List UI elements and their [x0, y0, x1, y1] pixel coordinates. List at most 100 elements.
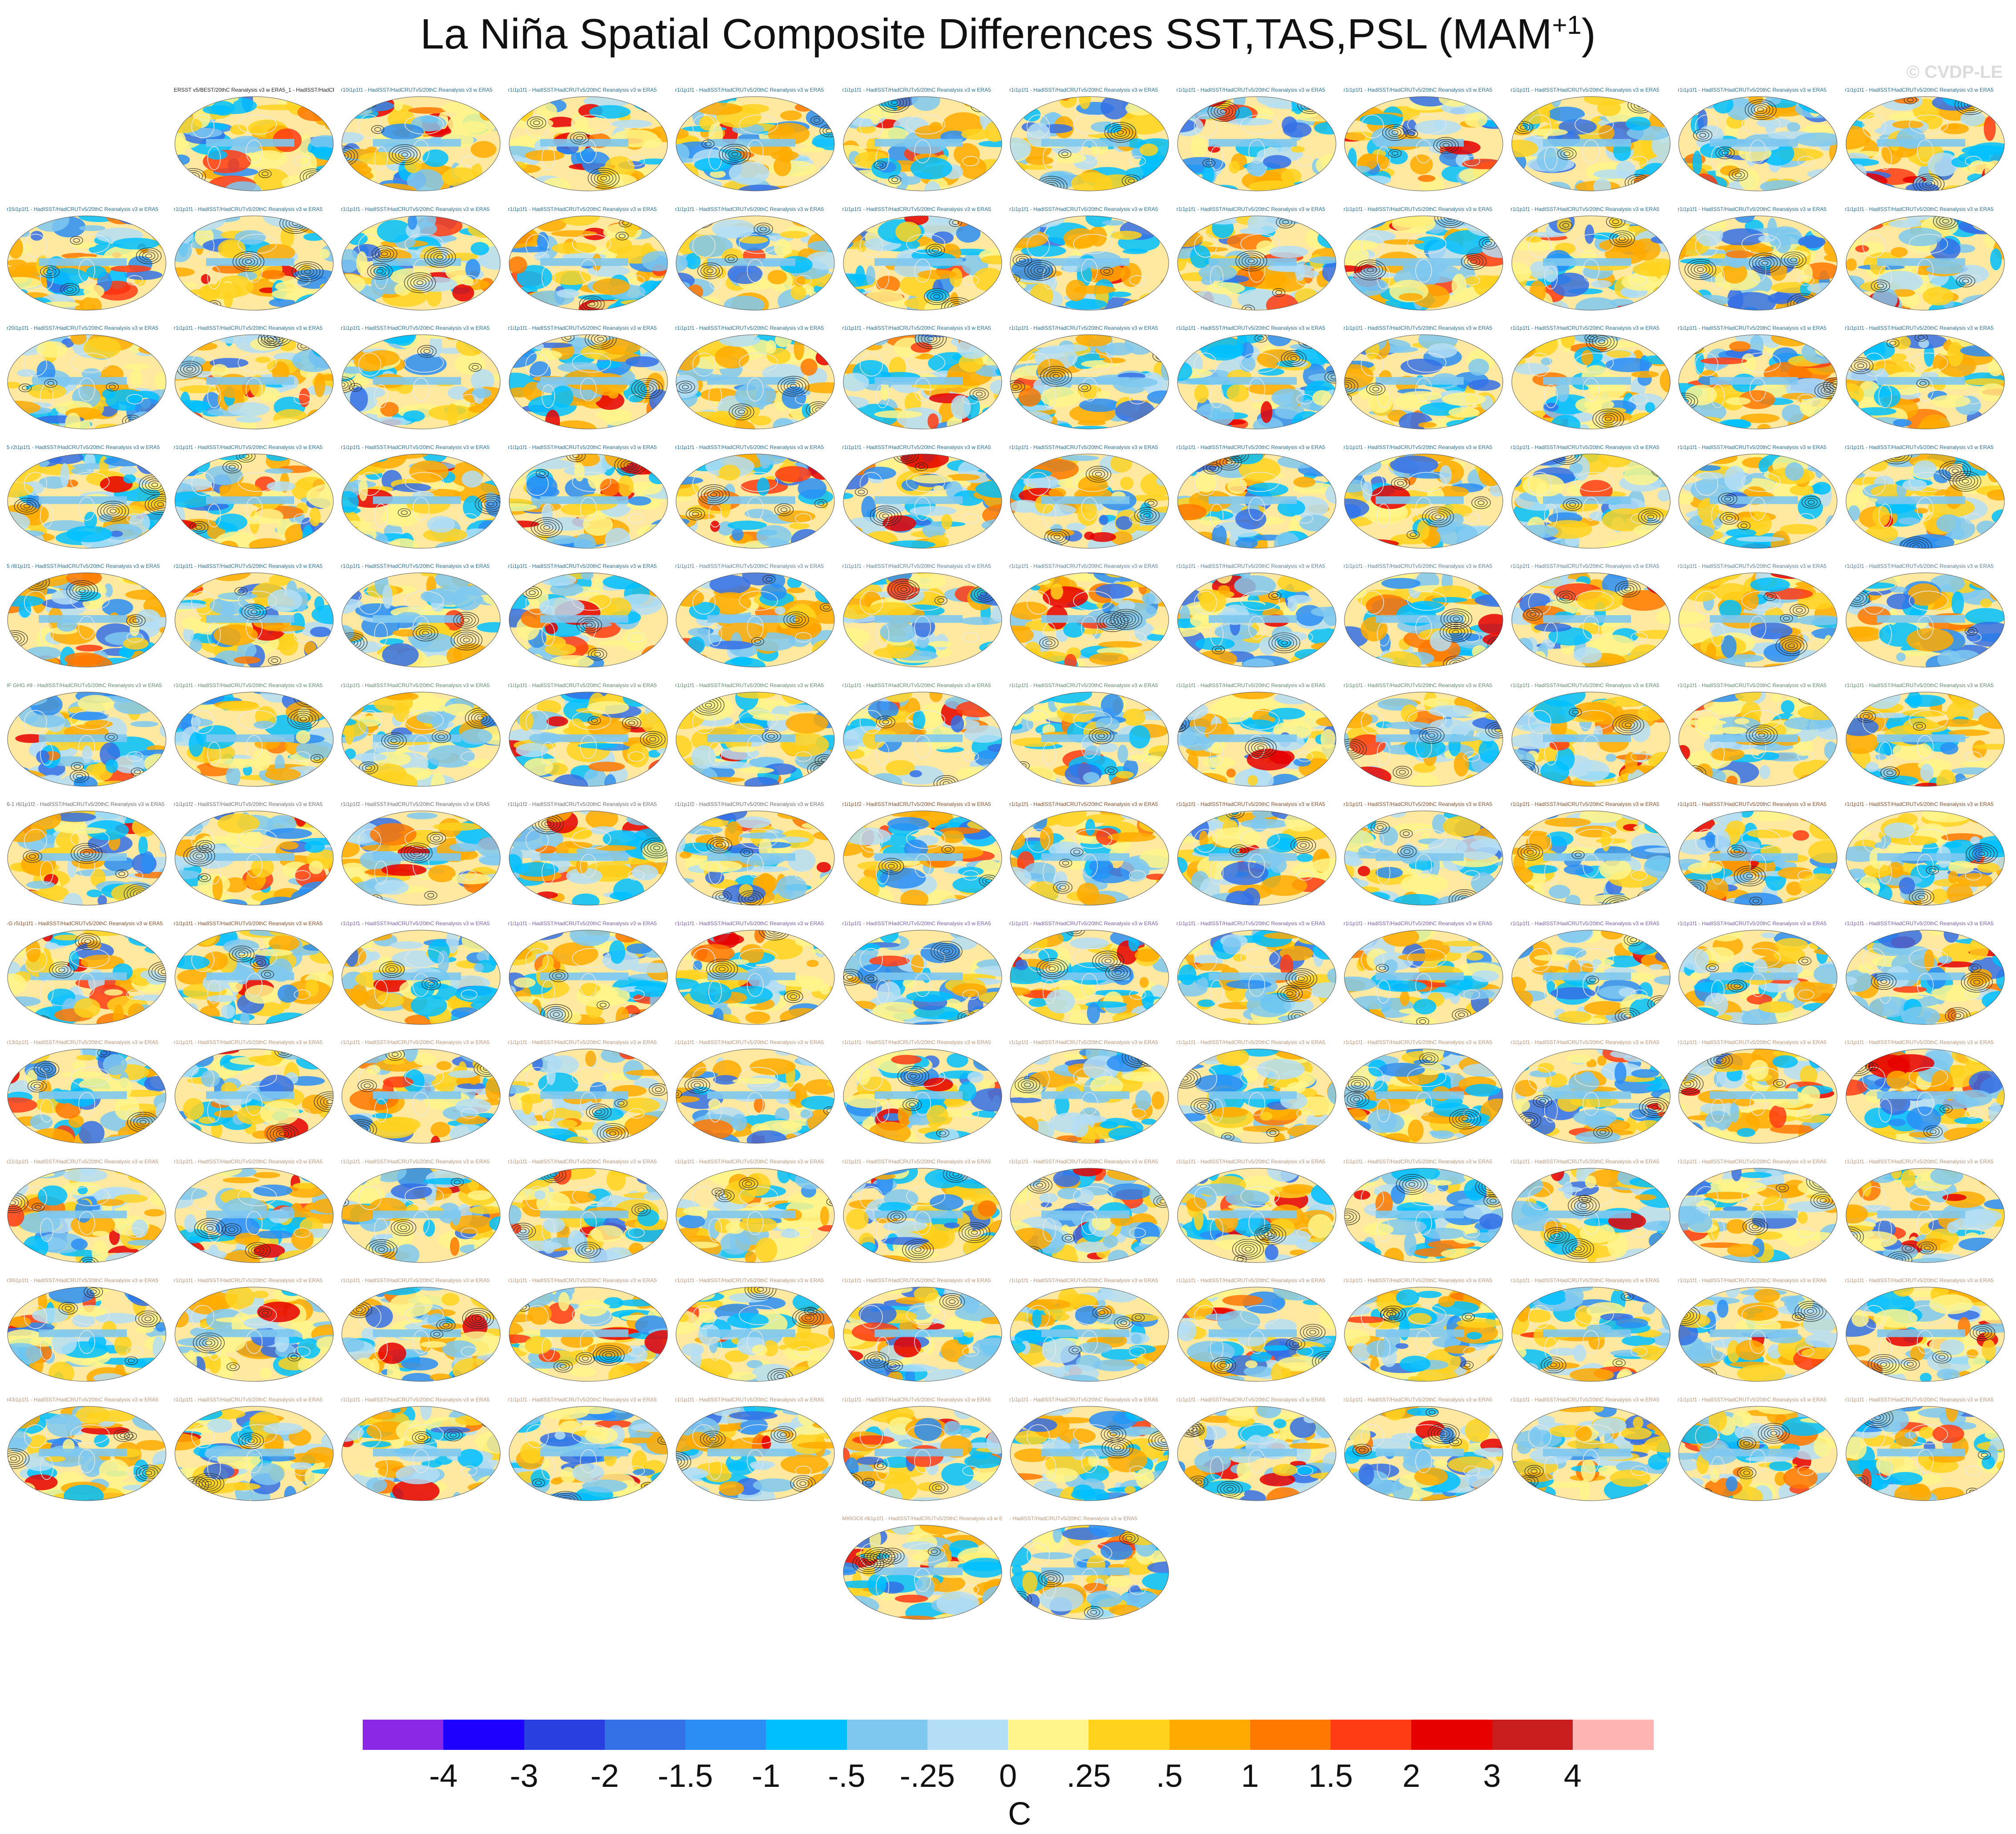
colorbar-box [1411, 1720, 1492, 1750]
robinson-map [1846, 1049, 2004, 1144]
panel-label: r1i1p1f1 - HadISST/HadCRUTv5/20thC Reana… [842, 1277, 991, 1283]
robinson-map [1678, 215, 1838, 310]
robinson-map [174, 96, 333, 191]
robinson-map [7, 453, 166, 548]
panel-label: r1i1p1f1 - HadISST/HadCRUTv5/20thC Reana… [842, 325, 991, 331]
robinson-map [843, 1287, 1002, 1382]
panel-label: r1i1p1f1 - HadISST/HadCRUTv5/20thC Reana… [1009, 1277, 1158, 1283]
panel-label: r1i1p1f1 - HadISST/HadCRUTv5/20thC Reana… [174, 1396, 323, 1403]
map-panel: r1i1p1f1 - HadISST/HadCRUTv5/20thC Reana… [1177, 443, 1337, 549]
map-panel: r1i1p1f1 - HadISST/HadCRUTv5/20thC Reana… [1344, 1276, 1504, 1382]
robinson-map [1511, 1168, 1670, 1263]
robinson-map [843, 215, 1002, 310]
robinson-map [1846, 692, 2004, 786]
panel-label: r1i1p1f1 - HadISST/HadCRUTv5/20thC Reana… [1678, 920, 1827, 927]
panel-label: r1i1p1f1 - HadISST/HadCRUTv5/20thC Reana… [1344, 920, 1493, 927]
panel-label: r1i1p1f1 - HadISST/HadCRUTv5/20thC Reana… [1510, 801, 1660, 807]
robinson-map [676, 96, 835, 191]
panel-label: r1i1p1f1 - HadISST/HadCRUTv5/20thC Reana… [842, 444, 991, 450]
map-panel: r10i1p1f1 - HadISST/HadCRUTv5/20thC Rean… [341, 86, 501, 192]
robinson-map [843, 453, 1002, 548]
robinson-map [843, 692, 1002, 786]
map-panel: r1i1p1f1 - HadISST/HadCRUTv5/20thC Reana… [1678, 1158, 1838, 1263]
map-panel: r1i1p1f2 - HadISST/HadCRUTv5/20thC Reana… [508, 800, 668, 906]
panel-label: r1i1p1f1 - HadISST/HadCRUTv5/20thC Reana… [1845, 563, 1994, 569]
panel-label: r1i1p1f1 - HadISST/HadCRUTv5/20thC Reana… [1678, 1396, 1827, 1403]
panel-label: r1i1p1f1 - HadISST/HadCRUTv5/20thC Reana… [842, 563, 991, 569]
robinson-map [341, 334, 501, 429]
robinson-map [174, 692, 333, 786]
robinson-map [341, 810, 501, 906]
robinson-map [1678, 334, 1838, 429]
robinson-map [509, 215, 668, 310]
panel-label: r1i1p1f1 - HadISST/HadCRUTv5/20thC Reana… [1176, 563, 1325, 569]
colorbar-tick-label: -.5 [828, 1758, 866, 1794]
map-panel: r1i1p1f1 - HadISST/HadCRUTv5/20thC Reana… [1678, 205, 1838, 311]
map-panel: r1i1p1f1 - HadISST/HadCRUTv5/20thC Reana… [508, 205, 668, 311]
robinson-map [1511, 1406, 1670, 1501]
panel-label: r1i1p1f1 - HadISST/HadCRUTv5/20thC Reana… [1009, 801, 1158, 807]
panel-label: r1i1p1f1 - HadISST/HadCRUTv5/20thC Reana… [341, 325, 490, 331]
panel-label: r1i1p1f1 - HadISST/HadCRUTv5/20thC Reana… [1845, 1158, 1994, 1165]
robinson-map [1010, 930, 1169, 1024]
robinson-map [7, 810, 166, 906]
robinson-map [1344, 1287, 1503, 1382]
robinson-map [1010, 810, 1169, 906]
robinson-map [1846, 1406, 2004, 1501]
map-panel: r1i1p1f1 - HadISST/HadCRUTv5/20thC Reana… [842, 562, 1003, 668]
robinson-map [1511, 810, 1670, 906]
map-panel: r1i1p1f1 - HadISST/HadCRUTv5/20thC Reana… [1344, 800, 1504, 906]
panel-label: r1i1p1f1 - HadISST/HadCRUTv5/20thC Reana… [1845, 1039, 1994, 1045]
robinson-map [341, 1049, 501, 1144]
panel-label: r1i1p1f1 - HadISST/HadCRUTv5/20thC Reana… [1510, 920, 1660, 927]
panel-label: r1i1p1f1 - HadISST/HadCRUTv5/20thC Reana… [842, 920, 991, 927]
map-panel: r1i1p1f1 - HadISST/HadCRUTv5/20thC Reana… [1177, 681, 1337, 787]
robinson-map [7, 334, 166, 429]
map-panel: r1i1p1f1 - HadISST/HadCRUTv5/20thC Reana… [842, 86, 1003, 192]
robinson-map [509, 1406, 668, 1501]
colorbar-tick-label: -3 [510, 1758, 538, 1794]
panel-label: r1i1p1f1 - HadISST/HadCRUTv5/20thC Reana… [675, 682, 824, 688]
map-panel: r1i1p1f1 - HadISST/HadCRUTv5/20thC Reana… [341, 205, 501, 311]
panel-label: r1i1p1f1 - HadISST/HadCRUTv5/20thC Reana… [174, 563, 323, 569]
map-panel: r1i1p1f1 - HadISST/HadCRUTv5/20thC Reana… [174, 1276, 334, 1382]
robinson-map [509, 96, 668, 191]
map-panel: r1i1p1f1 - HadISST/HadCRUTv5/20thC Reana… [1845, 1158, 2005, 1263]
robinson-map [843, 810, 1002, 906]
robinson-map [1177, 334, 1336, 429]
robinson-map [1010, 1406, 1169, 1501]
map-panel: r1i1p1f1 - HadISST/HadCRUTv5/20thC Reana… [1845, 324, 2005, 430]
map-panel: r1i1p1f1 - HadISST/HadCRUTv5/20thC Reana… [842, 205, 1003, 311]
panel-label: r1i1p1f1 - HadISST/HadCRUTv5/20thC Reana… [1510, 563, 1660, 569]
robinson-map [1846, 215, 2004, 310]
map-panel: r1i1p1f1 - HadISST/HadCRUTv5/20thC Reana… [675, 443, 835, 549]
panel-label: r1i1p1f1 - HadISST/HadCRUTv5/20thC Reana… [675, 563, 824, 569]
colorbar-box [685, 1720, 766, 1750]
map-panel: r1i1p1f1 - HadISST/HadCRUTv5/20thC Reana… [1009, 1158, 1170, 1263]
colorbar-tick-label: 3 [1483, 1758, 1501, 1794]
robinson-map [1010, 572, 1169, 668]
map-panel: r1i1p1f1 - HadISST/HadCRUTv5/20thC Reana… [1344, 1396, 1504, 1502]
panel-label: r1i1p1f1 - HadISST/HadCRUTv5/20thC Reana… [508, 444, 657, 450]
robinson-map [1010, 334, 1169, 429]
robinson-map [1846, 1168, 2004, 1263]
panel-label: ERSST v5/BEST/20thC Reanalysis v3 w ERA5… [174, 87, 334, 93]
map-panel: r1i1p1f1 - HadISST/HadCRUTv5/20thC Reana… [1845, 800, 2005, 906]
robinson-map [1344, 810, 1503, 906]
figure-title: La Niña Spatial Composite Differences SS… [420, 10, 1596, 58]
robinson-map [1344, 930, 1503, 1024]
map-panel: r1i1p1f1 - HadISST/HadCRUTv5/20thC Reana… [1177, 324, 1337, 430]
map-panel: r1i1p1f1 - HadISST/HadCRUTv5/20thC Reana… [1009, 86, 1170, 192]
map-panel: r1i1p1f1 - HadISST/HadCRUTv5/20thC Reana… [1009, 1276, 1170, 1382]
robinson-map [7, 930, 166, 1024]
colorbar [363, 1720, 1654, 1750]
robinson-map [1177, 572, 1336, 668]
map-panel: r1i1p1f1 - HadISST/HadCRUTv5/20thC Reana… [1511, 919, 1671, 1025]
panel-label: r1i1p1f1 - HadISST/HadCRUTv5/20thC Reana… [1510, 1396, 1660, 1403]
map-panel: r1i1p1f1 - HadISST/HadCRUTv5/20thC Reana… [675, 86, 835, 192]
robinson-map [1177, 810, 1336, 906]
map-panel: r1i1p1f1 - HadISST/HadCRUTv5/20thC Reana… [675, 562, 835, 668]
colorbar-box [1089, 1720, 1170, 1750]
panel-label: r1i1p1f1 - HadISST/HadCRUTv5/20thC Reana… [675, 1158, 824, 1165]
robinson-map [676, 930, 835, 1024]
